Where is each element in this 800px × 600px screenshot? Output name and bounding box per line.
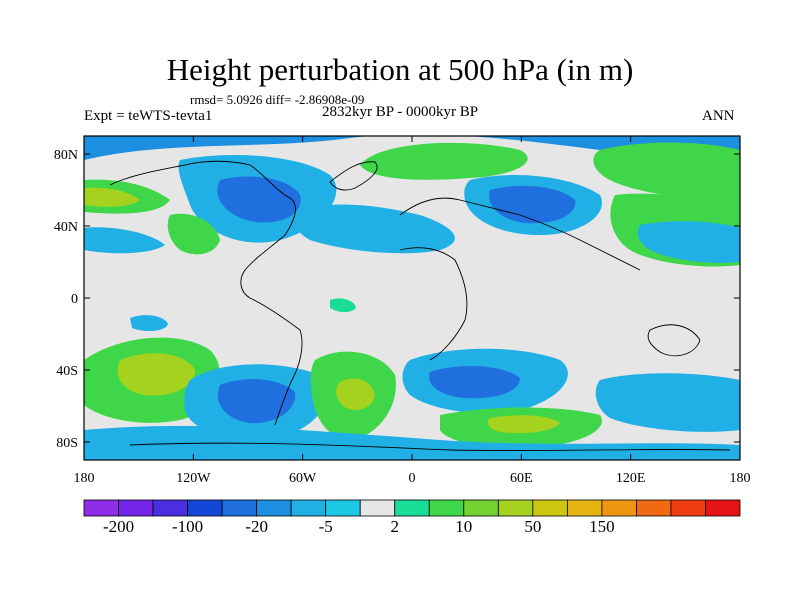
map-panel: 80N 40N 0 40S 80S 180 120W 60W 0 60E 120E 180 — [54, 135, 751, 486]
coast-antarctica — [129, 442, 731, 452]
lon-label: 120W — [176, 471, 211, 486]
lon-label: 60E — [510, 471, 533, 486]
experiment-label: Expt = teWTS-tevta1 — [84, 108, 213, 124]
colorbar-swatch — [187, 499, 223, 517]
green-patch-greenland — [360, 142, 528, 180]
coast-africa — [399, 247, 468, 361]
yellow-core-alaska — [84, 187, 140, 207]
axis-ticks — [83, 136, 741, 460]
season-label: ANN — [702, 108, 735, 124]
colorbar-swatch — [256, 499, 292, 517]
colorbar-swatch — [394, 499, 430, 517]
plot-title: Height perturbation at 500 hPa (in m) — [166, 52, 634, 87]
colorbar-swatch — [118, 499, 154, 517]
lon-label: 180 — [730, 471, 751, 486]
lat-label: 0 — [71, 292, 78, 307]
colorbar-swatch — [601, 499, 637, 517]
lat-label: 40S — [56, 364, 78, 379]
colorbar-label: 10 — [455, 517, 472, 536]
lon-label: 180 — [74, 471, 95, 486]
green-patch-siberia — [593, 142, 740, 205]
lat-label: 40N — [54, 220, 78, 235]
blue-core-namerica — [217, 176, 301, 223]
yellow-core-southern — [487, 415, 560, 434]
colorbar-swatch — [221, 499, 258, 517]
colorbar-label: 50 — [524, 517, 541, 536]
coast-australia — [647, 324, 701, 357]
yellow-core-southpacific — [117, 353, 195, 396]
colorbar-label: 2 — [390, 517, 399, 536]
colorbar-labels: -200 -100 -20 -5 2 10 50 150 — [103, 517, 615, 536]
blue-patch-tropics — [130, 315, 168, 332]
colorbar-swatch — [532, 499, 568, 517]
coast-eurasia — [399, 197, 641, 271]
blue-core-pacific — [637, 221, 740, 263]
colorbar-swatch — [325, 499, 361, 517]
colorbar-label: -20 — [245, 517, 268, 536]
lat-label: 80N — [54, 148, 78, 163]
green-patch-tropics — [330, 298, 356, 313]
colorbar-swatch — [359, 499, 396, 517]
yellow-core-southatlantic — [336, 378, 375, 411]
colorbar-label: -5 — [319, 517, 333, 536]
blue-core-southamerica — [217, 379, 296, 424]
colorbar-swatch — [152, 499, 188, 517]
colorbar-swatch — [497, 499, 534, 517]
lon-label: 120E — [616, 471, 646, 486]
colorbar-swatch — [290, 499, 327, 517]
colorbar-swatch — [463, 499, 499, 517]
blue-patch-eastpacific — [84, 227, 165, 254]
axis-labels: 80N 40N 0 40S 80S 180 120W 60W 0 60E 120E 180 — [54, 148, 751, 486]
colorbar-swatch — [83, 499, 119, 517]
lat-label: 80S — [56, 436, 78, 451]
coast-north-america — [109, 160, 296, 299]
blue-band-atlantic — [294, 204, 455, 254]
colorbar-label: -100 — [172, 517, 203, 536]
colorbar — [83, 499, 741, 517]
contour-fields — [84, 136, 740, 460]
lon-label: 0 — [409, 471, 416, 486]
blue-patch-southwestpacific — [595, 373, 740, 432]
colorbar-label: -200 — [103, 517, 134, 536]
coastlines — [109, 160, 731, 452]
colorbar-swatch — [636, 499, 672, 517]
colorbar-label: 150 — [589, 517, 615, 536]
colorbar-swatch — [428, 499, 465, 517]
blue-core-eurasia — [489, 185, 576, 224]
green-patch-westcoast — [167, 213, 220, 255]
blue-band-antarctic — [84, 425, 740, 460]
period-label: 2832kyr BP - 0000kyr BP — [322, 104, 479, 120]
coast-south-america — [249, 297, 303, 426]
lon-label: 60W — [289, 471, 317, 486]
coast-greenland — [329, 161, 378, 191]
blue-core-indianocean — [429, 366, 520, 399]
colorbar-swatch — [670, 499, 706, 517]
colorbar-swatch — [705, 499, 741, 517]
colorbar-swatch — [566, 499, 603, 517]
blue-band-arctic — [84, 136, 740, 160]
stats-line: rmsd= 5.0926 diff= -2.86908e-09 — [190, 92, 365, 107]
